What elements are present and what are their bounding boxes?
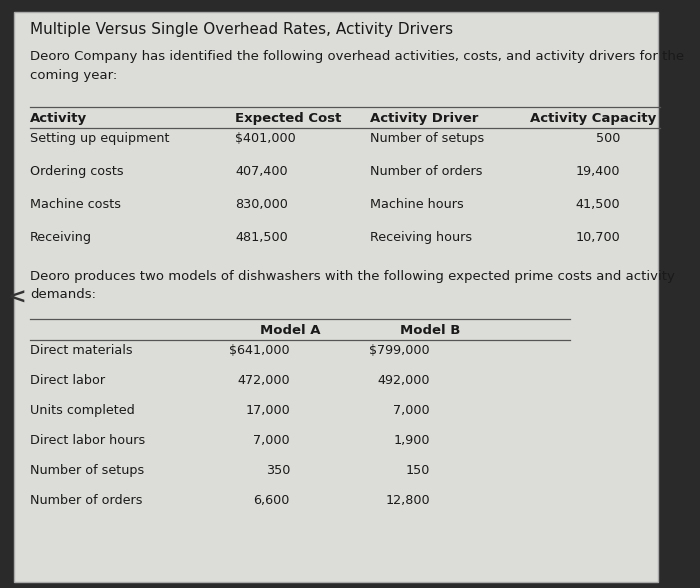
Text: Setting up equipment: Setting up equipment	[30, 132, 169, 145]
Text: $641,000: $641,000	[230, 344, 290, 357]
Text: Deoro produces two models of dishwashers with the following expected prime costs: Deoro produces two models of dishwashers…	[30, 270, 675, 302]
Text: 7,000: 7,000	[253, 434, 290, 447]
Text: Direct labor: Direct labor	[30, 374, 105, 387]
Text: Model A: Model A	[260, 324, 321, 337]
Text: Ordering costs: Ordering costs	[30, 165, 124, 178]
Text: Receiving hours: Receiving hours	[370, 231, 472, 244]
Text: Activity Capacity: Activity Capacity	[530, 112, 657, 125]
Text: Number of setups: Number of setups	[30, 464, 144, 477]
Text: Direct labor hours: Direct labor hours	[30, 434, 146, 447]
Text: 7,000: 7,000	[393, 404, 430, 417]
Text: 6,600: 6,600	[253, 494, 290, 507]
Text: 17,000: 17,000	[245, 404, 290, 417]
Text: Receiving: Receiving	[30, 231, 92, 244]
Text: 407,400: 407,400	[235, 165, 288, 178]
Text: 12,800: 12,800	[386, 494, 430, 507]
Text: <: <	[8, 288, 27, 308]
Text: Machine costs: Machine costs	[30, 198, 121, 211]
Text: Number of orders: Number of orders	[30, 494, 143, 507]
Text: Activity: Activity	[30, 112, 87, 125]
Text: Number of orders: Number of orders	[370, 165, 482, 178]
Text: 150: 150	[405, 464, 430, 477]
Text: Machine hours: Machine hours	[370, 198, 463, 211]
Text: Number of setups: Number of setups	[370, 132, 484, 145]
Text: 350: 350	[265, 464, 290, 477]
Text: 500: 500	[596, 132, 620, 145]
Text: 481,500: 481,500	[235, 231, 288, 244]
Text: 492,000: 492,000	[377, 374, 430, 387]
Text: 19,400: 19,400	[575, 165, 620, 178]
Text: Multiple Versus Single Overhead Rates, Activity Drivers: Multiple Versus Single Overhead Rates, A…	[30, 22, 453, 37]
Text: $799,000: $799,000	[370, 344, 430, 357]
Text: Units completed: Units completed	[30, 404, 134, 417]
Text: Deoro Company has identified the following overhead activities, costs, and activ: Deoro Company has identified the followi…	[30, 50, 684, 82]
Text: Model B: Model B	[400, 324, 460, 337]
Text: 41,500: 41,500	[575, 198, 620, 211]
Text: 1,900: 1,900	[393, 434, 430, 447]
Text: Activity Driver: Activity Driver	[370, 112, 478, 125]
Text: $401,000: $401,000	[235, 132, 295, 145]
FancyBboxPatch shape	[14, 12, 658, 582]
Text: 830,000: 830,000	[235, 198, 288, 211]
Text: 472,000: 472,000	[237, 374, 290, 387]
Text: Direct materials: Direct materials	[30, 344, 132, 357]
Text: Expected Cost: Expected Cost	[235, 112, 342, 125]
Text: 10,700: 10,700	[575, 231, 620, 244]
